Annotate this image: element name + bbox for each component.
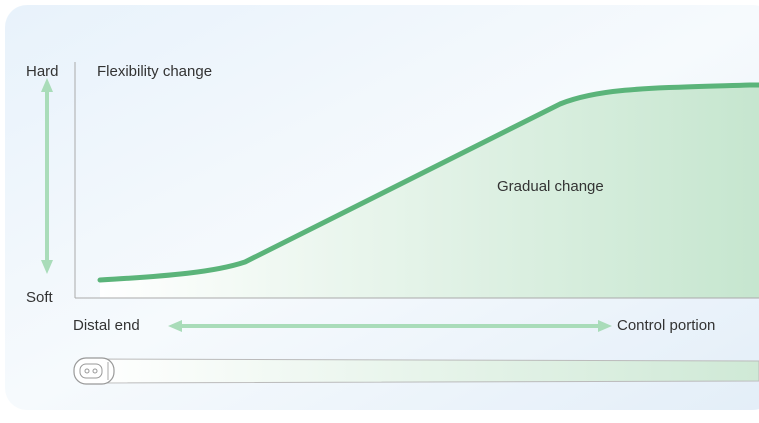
curve-label: Gradual change	[497, 178, 604, 195]
endoscope	[74, 358, 759, 384]
axis-title: Flexibility change	[97, 63, 212, 80]
page: Hard Soft Flexibility change Gradual cha…	[0, 0, 759, 418]
control-label: Control portion	[617, 317, 715, 334]
soft-label: Soft	[26, 289, 54, 306]
distal-label: Distal end	[73, 317, 140, 334]
diagram: Hard Soft Flexibility change Gradual cha…	[0, 0, 759, 418]
hard-label: Hard	[26, 63, 59, 80]
